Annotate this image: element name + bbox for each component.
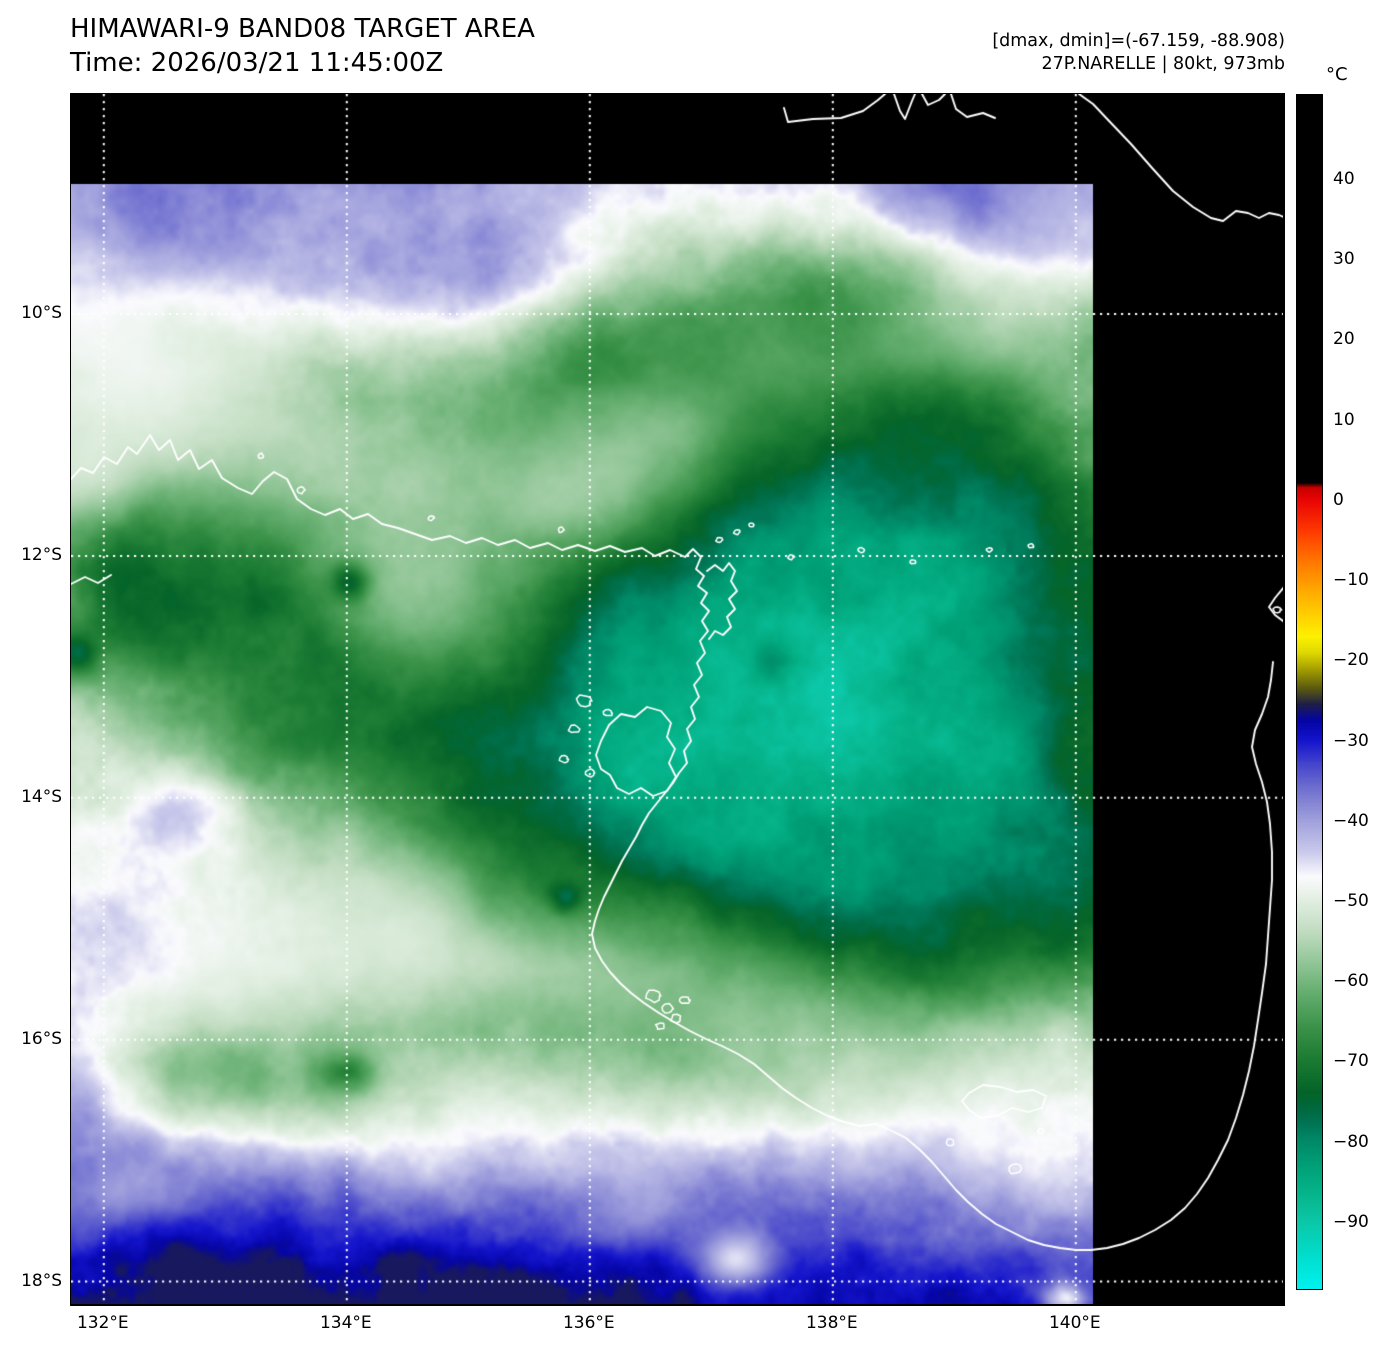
colorbar-tick-label: −20 <box>1333 650 1369 671</box>
colorbar-tick-label: 40 <box>1333 169 1355 190</box>
satellite-image-canvas <box>71 94 1283 1304</box>
map-plot-area: Copyright © 2020-2026 Dapiya <box>70 93 1285 1306</box>
colorbar-tick-label: 10 <box>1333 409 1355 430</box>
colorbar-tick-label: −60 <box>1333 971 1369 992</box>
y-tick-label: 16°S <box>21 1028 62 1049</box>
colorbar-unit-label: °C <box>1326 64 1348 85</box>
colorbar-tick-label: 30 <box>1333 249 1355 270</box>
colorbar-tick-label: −80 <box>1333 1131 1369 1152</box>
y-tick-label: 10°S <box>21 303 62 324</box>
y-tick-label: 18°S <box>21 1270 62 1291</box>
figure-time-label: Time: 2026/03/21 11:45:00Z <box>70 48 444 78</box>
colorbar-gradient-canvas <box>1297 95 1322 1289</box>
colorbar-tick-label: 0 <box>1333 489 1344 510</box>
colorbar-tick-label: −10 <box>1333 570 1369 591</box>
x-tick-label: 134°E <box>319 1313 372 1333</box>
figure-title: HIMAWARI-9 BAND08 TARGET AREA <box>70 14 535 44</box>
colorbar-tick-label: 20 <box>1333 329 1355 350</box>
x-tick-label: 132°E <box>76 1313 129 1333</box>
x-tick-label: 138°E <box>805 1313 858 1333</box>
y-tick-label: 14°S <box>21 786 62 807</box>
colorbar-tick-label: −70 <box>1333 1051 1369 1072</box>
dmax-dmin-annotation: [dmax, dmin]=(-67.159, -88.908) <box>992 31 1285 51</box>
y-tick-label: 12°S <box>21 544 62 565</box>
x-tick-label: 140°E <box>1048 1313 1101 1333</box>
x-tick-label: 136°E <box>562 1313 615 1333</box>
colorbar-tick-label: −40 <box>1333 810 1369 831</box>
storm-annotation: 27P.NARELLE | 80kt, 973mb <box>1041 54 1285 74</box>
colorbar-tick-label: −50 <box>1333 890 1369 911</box>
colorbar <box>1296 94 1323 1290</box>
colorbar-tick-label: −90 <box>1333 1211 1369 1232</box>
colorbar-tick-label: −30 <box>1333 730 1369 751</box>
